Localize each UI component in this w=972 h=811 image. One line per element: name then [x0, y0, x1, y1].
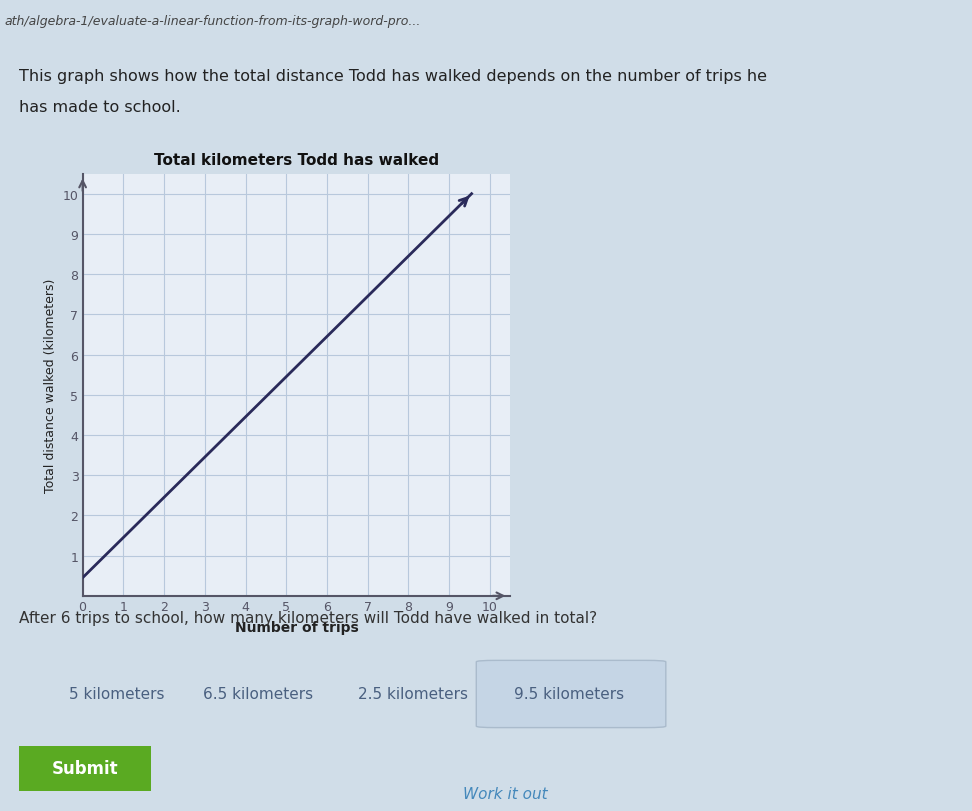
Y-axis label: Total distance walked (kilometers): Total distance walked (kilometers) [44, 278, 57, 492]
Title: Total kilometers Todd has walked: Total kilometers Todd has walked [154, 152, 439, 168]
Text: Work it out: Work it out [463, 787, 548, 801]
Text: This graph shows how the total distance Todd has walked depends on the number of: This graph shows how the total distance … [19, 69, 768, 84]
Text: 2.5 kilometers: 2.5 kilometers [358, 686, 469, 701]
Text: 5 kilometers: 5 kilometers [69, 686, 164, 701]
FancyBboxPatch shape [476, 660, 666, 727]
Text: 6.5 kilometers: 6.5 kilometers [202, 686, 313, 701]
Text: After 6 trips to school, how many kilometers will Todd have walked in total?: After 6 trips to school, how many kilome… [19, 610, 598, 624]
X-axis label: Number of trips: Number of trips [234, 620, 359, 634]
Text: has made to school.: has made to school. [19, 100, 181, 114]
Text: Submit: Submit [52, 759, 119, 778]
Text: ath/algebra-1/evaluate-a-linear-function-from-its-graph-word-pro...: ath/algebra-1/evaluate-a-linear-function… [5, 15, 421, 28]
Text: 9.5 kilometers: 9.5 kilometers [513, 686, 624, 701]
FancyBboxPatch shape [15, 744, 156, 792]
